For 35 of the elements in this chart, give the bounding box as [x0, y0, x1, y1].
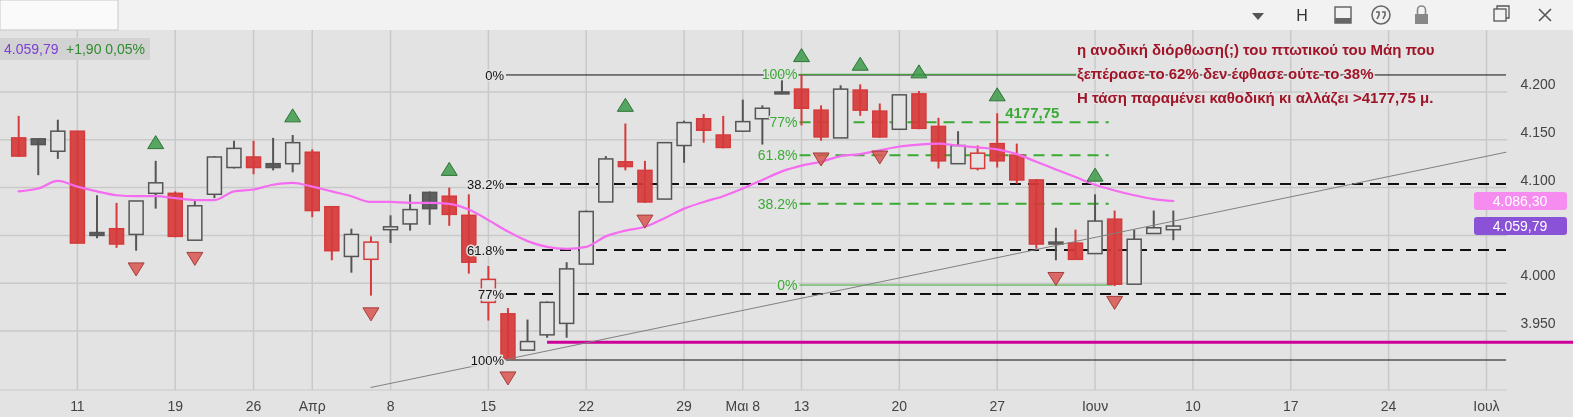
annotation: 4.086,30: [1492, 192, 1548, 209]
x-tick-label: 13: [793, 398, 810, 414]
x-tick-label: Απρ: [298, 398, 326, 414]
annotation: 100%: [470, 353, 505, 368]
y-tick-label: 3.950: [1520, 315, 1556, 332]
x-tick-label: Ιουλ: [1473, 398, 1500, 414]
x-tick-label: Μαι 8: [725, 398, 761, 414]
y-tick-label: 4.150: [1520, 123, 1556, 140]
x-tick-label: 10: [1185, 398, 1201, 414]
x-tick-label: 8: [386, 398, 395, 414]
x-tick-label: 19: [167, 398, 184, 414]
x-tick-label: 27: [989, 398, 1006, 414]
y-tick-label: 4.000: [1520, 267, 1556, 284]
x-tick-label: 11: [70, 398, 85, 414]
annotation: 4.059,79: [1492, 218, 1548, 235]
x-tick-label: Ιουν: [1081, 398, 1109, 414]
annotation: 4.059,79: [4, 41, 59, 57]
x-tick-label: 22: [578, 398, 595, 414]
x-tick-label: 17: [1282, 398, 1299, 414]
annotation: 0%: [777, 277, 798, 294]
y-tick-label: 4.100: [1520, 171, 1556, 188]
annotation: 4177,75: [1005, 104, 1060, 122]
x-tick-label: 15: [480, 398, 497, 414]
x-tick-label: 26: [245, 398, 262, 414]
y-tick-label: 4.200: [1520, 75, 1556, 92]
annotation: 38.2%: [467, 176, 505, 192]
annotation: 38.2%: [757, 195, 798, 212]
text: H: [1296, 7, 1308, 24]
annotation: 0%: [485, 67, 505, 83]
annotation: 61.8%: [757, 147, 798, 164]
annotation: +1,90 0,05%: [66, 41, 146, 57]
annotation: 77%: [769, 114, 798, 131]
x-tick-label: 24: [1380, 398, 1397, 414]
x-tick-label: 29: [676, 398, 693, 414]
x-tick-label: 20: [891, 398, 908, 414]
